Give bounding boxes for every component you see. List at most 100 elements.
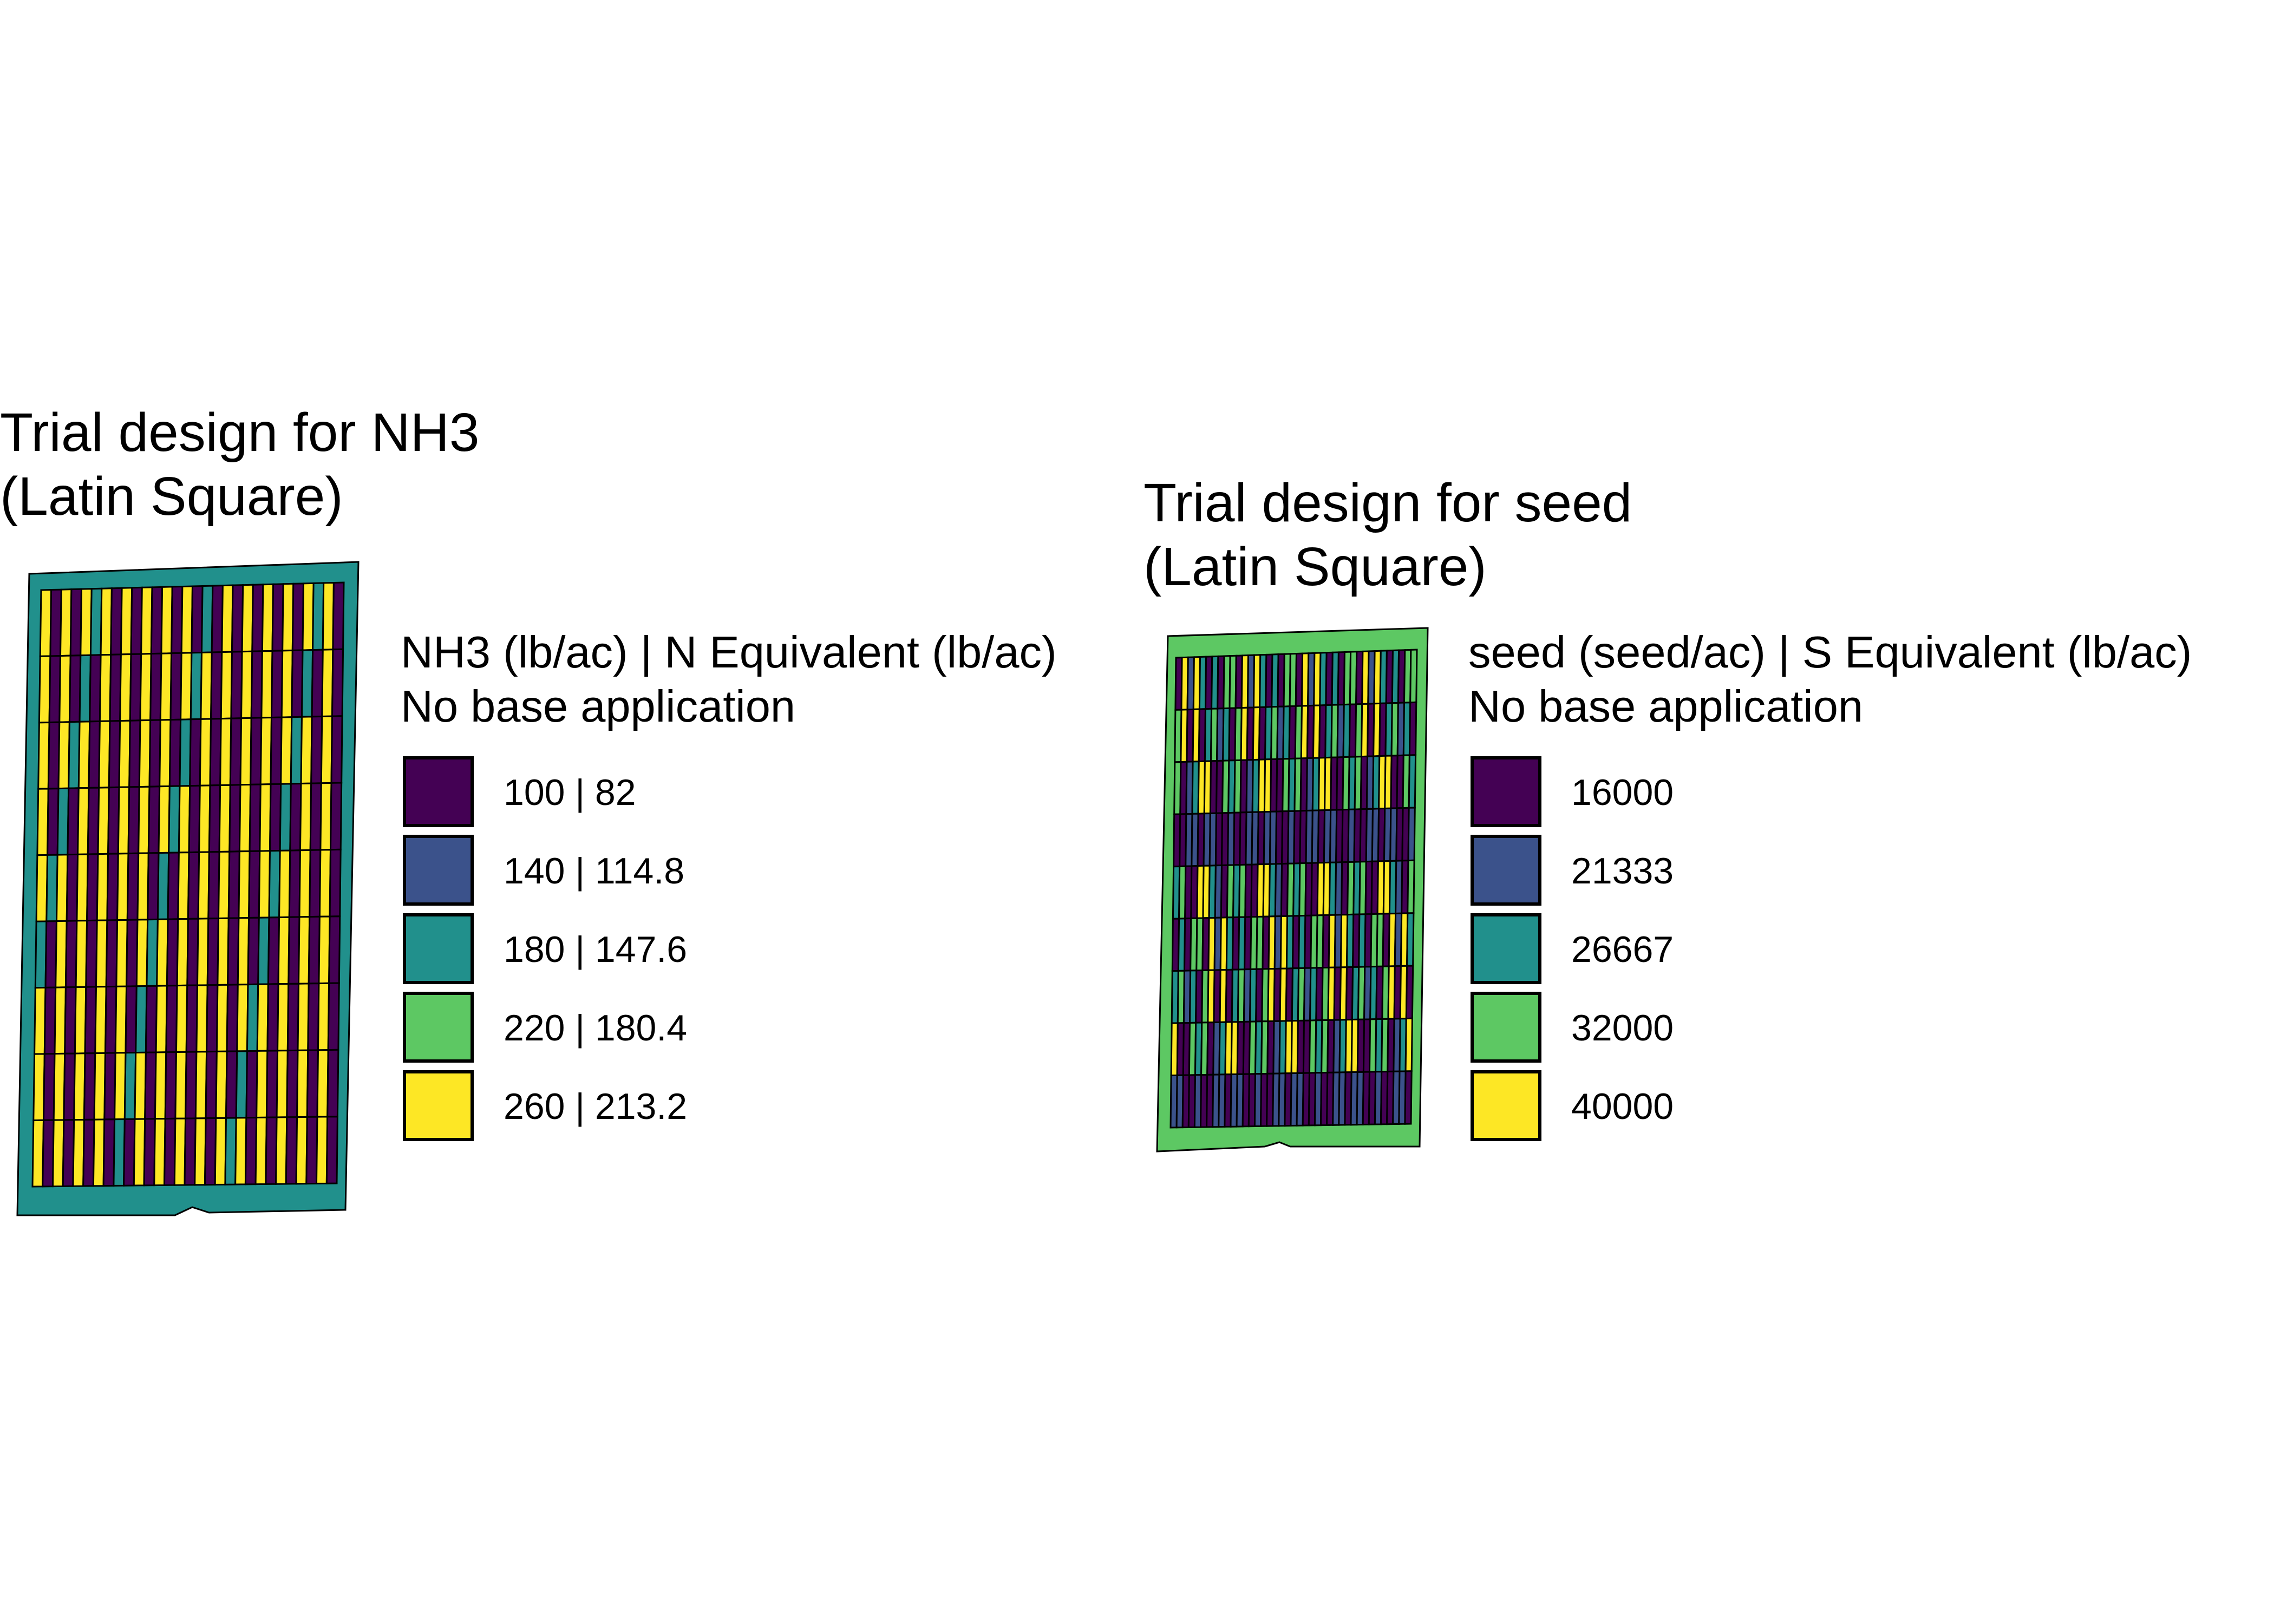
- trial-plot: [166, 918, 179, 987]
- legend-item: 26667: [1468, 913, 2192, 992]
- trial-plot: [85, 919, 98, 988]
- trial-plot: [276, 1050, 289, 1118]
- trial-plot: [207, 850, 220, 920]
- trial-plot: [143, 1118, 156, 1187]
- trial-plot: [67, 787, 80, 856]
- legend-label: 40000: [1571, 1086, 1674, 1127]
- trial-plot: [241, 584, 254, 653]
- legend-swatch: [403, 756, 474, 827]
- trial-plot: [280, 649, 293, 718]
- trial-plot: [250, 650, 263, 719]
- trial-plot: [1405, 965, 1414, 1020]
- nh3-legend-title: NH3 (lb/ac) | N Equivalent (lb/ac) No ba…: [401, 627, 1057, 731]
- trial-plot: [128, 719, 141, 788]
- trial-plot: [42, 1053, 56, 1121]
- legend-item: 260 | 213.2: [401, 1070, 1057, 1149]
- trial-plot: [114, 1052, 127, 1121]
- trial-plot: [259, 716, 273, 785]
- trial-plot: [49, 588, 62, 657]
- trial-plot: [227, 850, 240, 919]
- trial-plot: [59, 588, 73, 657]
- seed-trial-map: [1156, 627, 1429, 1152]
- trial-plot: [270, 716, 283, 785]
- trial-plot: [320, 715, 334, 784]
- trial-plot: [209, 718, 222, 787]
- legend-item: 40000: [1468, 1070, 2192, 1149]
- trial-plot: [226, 984, 239, 1052]
- trial-plot: [58, 654, 71, 723]
- trial-plot: [185, 1051, 198, 1119]
- trial-plot: [215, 1050, 228, 1119]
- trial-plot: [291, 649, 304, 718]
- trial-plot: [321, 649, 334, 718]
- trial-plot: [69, 588, 83, 657]
- trial-plot: [104, 985, 117, 1054]
- trial-plot: [278, 849, 291, 919]
- trial-plot: [153, 1118, 166, 1187]
- trial-plot: [332, 581, 345, 651]
- trial-plot: [180, 585, 194, 654]
- trial-plot: [95, 919, 108, 988]
- trial-plot: [159, 652, 173, 721]
- nh3-legend: NH3 (lb/ac) | N Equivalent (lb/ac) No ba…: [401, 625, 1057, 1149]
- trial-plot: [64, 986, 77, 1055]
- trial-plot: [96, 853, 109, 921]
- trial-plot: [163, 1117, 177, 1186]
- legend-label: 140 | 114.8: [504, 850, 685, 892]
- trial-plot: [309, 782, 322, 851]
- trial-plot: [92, 1118, 106, 1187]
- trial-plot: [99, 653, 112, 722]
- trial-plot: [206, 917, 220, 986]
- trial-plot: [147, 852, 160, 921]
- trial-plot: [42, 1119, 55, 1188]
- trial-plot: [54, 986, 67, 1055]
- trial-plot: [107, 786, 120, 855]
- trial-plot: [289, 782, 302, 852]
- trial-plot: [154, 1051, 167, 1120]
- trial-plot: [133, 1118, 146, 1187]
- trial-plot: [148, 719, 161, 788]
- trial-plot: [105, 919, 119, 988]
- legend-label: 16000: [1571, 772, 1674, 813]
- trial-plot: [174, 1051, 187, 1119]
- trial-plot: [326, 1049, 339, 1118]
- trial-plot: [57, 721, 70, 790]
- trial-plot: [36, 788, 49, 856]
- trial-plot: [217, 917, 230, 986]
- trial-plot: [322, 581, 335, 651]
- nh3-trial-map: [16, 561, 360, 1216]
- trial-plot: [77, 721, 91, 789]
- trial-plot: [330, 715, 343, 784]
- trial-plot: [106, 853, 119, 921]
- trial-plot: [1408, 701, 1417, 756]
- trial-plot: [38, 655, 51, 724]
- trial-plot: [251, 584, 264, 652]
- trial-plot: [265, 1050, 279, 1118]
- trial-plot: [187, 851, 200, 920]
- seed-map-title: Trial design for seed (Latin Square): [1143, 473, 1632, 597]
- trial-plot: [244, 1116, 258, 1186]
- seed-legend-items: 16000 21333 26667 32000 40000: [1468, 756, 2192, 1149]
- trial-plot: [310, 715, 323, 784]
- trial-plot: [316, 1049, 329, 1118]
- trial-plot: [229, 717, 243, 786]
- trial-plot: [300, 716, 313, 785]
- trial-plot: [145, 985, 158, 1053]
- legend-swatch: [1471, 835, 1541, 906]
- trial-plot: [118, 719, 131, 788]
- trial-plot: [198, 784, 211, 853]
- trial-plot: [184, 1117, 197, 1186]
- trial-plot: [259, 783, 272, 852]
- trial-plot: [73, 1052, 86, 1121]
- trial-plot: [277, 916, 290, 985]
- trial-plot: [120, 587, 133, 656]
- trial-plot: [31, 1119, 45, 1188]
- legend-swatch: [1471, 1070, 1541, 1141]
- trial-plot: [175, 984, 188, 1053]
- trial-plot: [35, 854, 49, 922]
- trial-plot: [224, 1117, 237, 1186]
- trial-plot: [214, 1117, 227, 1186]
- trial-plot: [136, 852, 149, 921]
- seed-trial-panel: Trial design for seed (Latin Square) see…: [1137, 0, 2274, 1624]
- trial-plot: [196, 918, 210, 986]
